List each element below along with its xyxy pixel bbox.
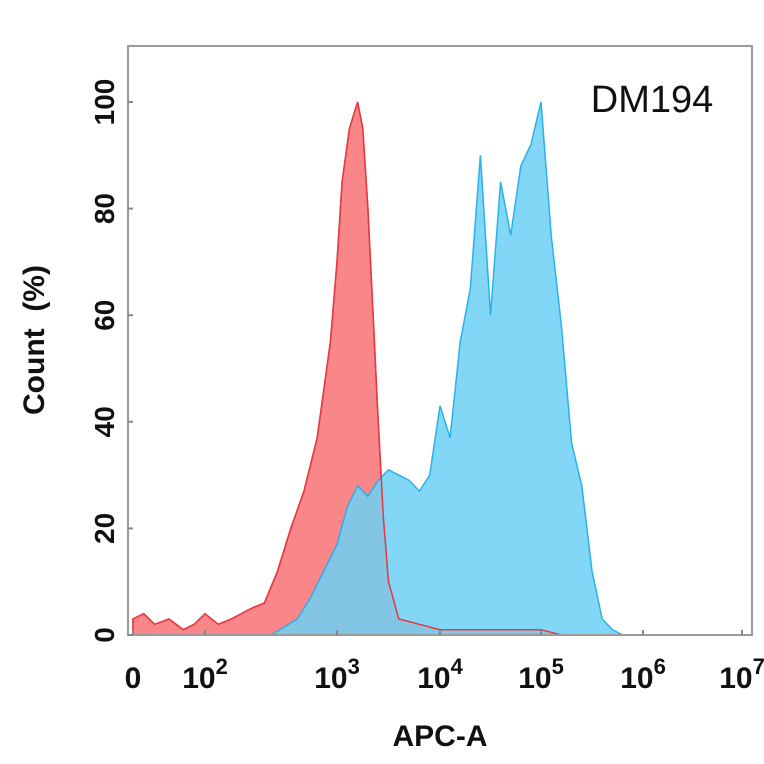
y-tick-label: 0 bbox=[89, 627, 120, 643]
plot-area bbox=[132, 101, 623, 636]
annotation-label: DM194 bbox=[591, 79, 714, 121]
x-axis-title: APC-A bbox=[393, 720, 488, 753]
x-tick-label: 0 bbox=[125, 662, 142, 695]
x-tick-label: 105 bbox=[518, 654, 564, 695]
y-tick-label: 100 bbox=[89, 79, 120, 126]
x-tick-label: 106 bbox=[620, 654, 666, 695]
x-tick-label: 102 bbox=[182, 654, 228, 695]
x-tick-label: 107 bbox=[719, 654, 764, 695]
y-tick-label: 40 bbox=[89, 406, 120, 437]
x-tick-label: 104 bbox=[417, 654, 463, 695]
x-axis-ticks: 0 102 103 104 105 106 107 bbox=[125, 630, 764, 695]
stained-histogram bbox=[268, 101, 623, 636]
y-tick-label: 80 bbox=[89, 193, 120, 224]
y-axis-ticks: 0 20 40 60 80 100 bbox=[89, 79, 133, 643]
x-tick-label: 103 bbox=[314, 654, 360, 695]
y-axis-title: Count (%) bbox=[18, 265, 51, 415]
y-tick-label: 20 bbox=[89, 513, 120, 544]
y-tick-label: 60 bbox=[89, 300, 120, 331]
control-histogram-outline bbox=[132, 101, 562, 636]
